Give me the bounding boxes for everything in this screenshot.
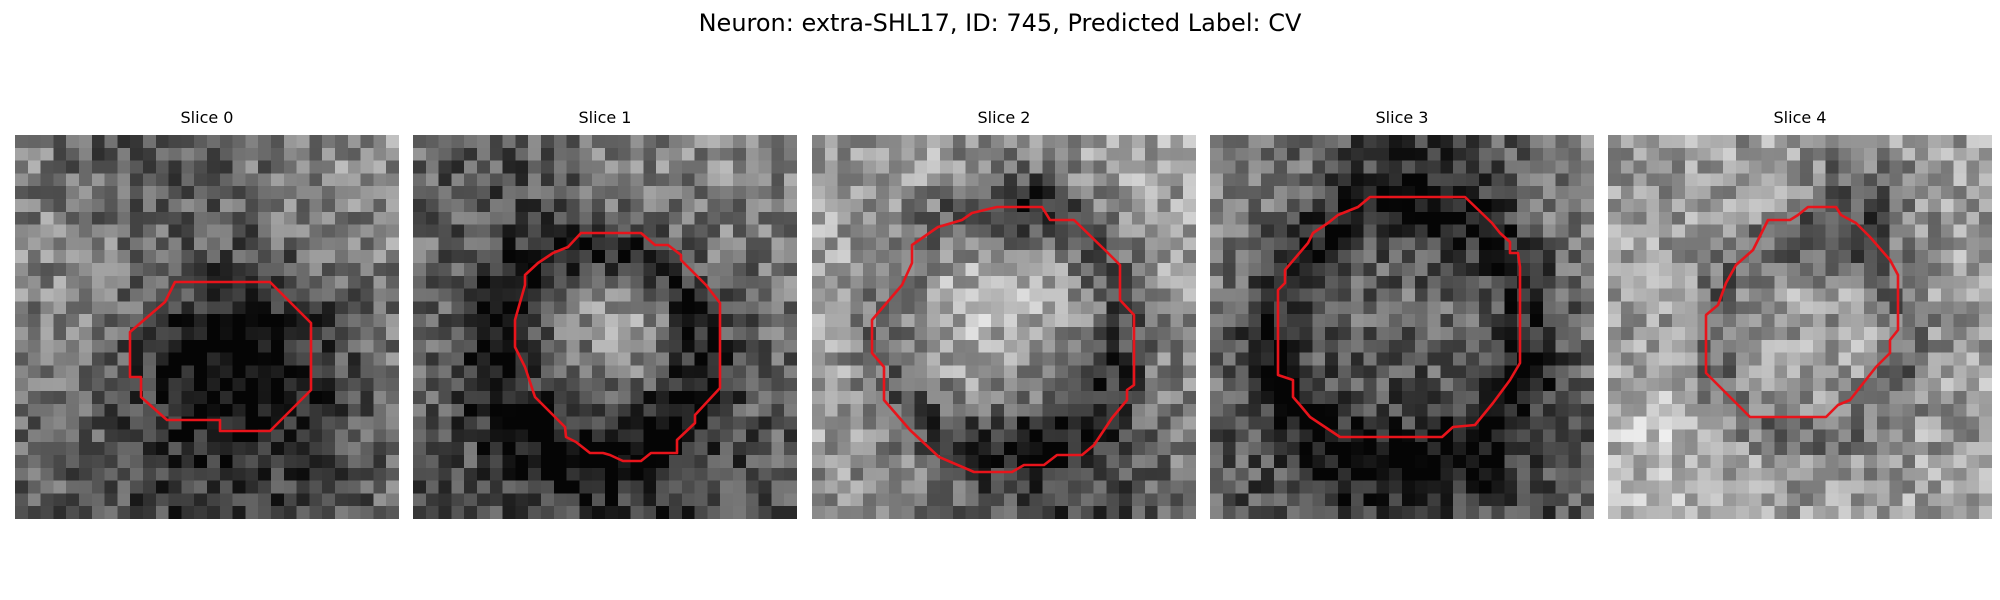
slice-title-1: Slice 1 bbox=[578, 108, 632, 127]
slice-title-4: Slice 4 bbox=[1773, 108, 1827, 127]
vesicle-contour-0 bbox=[128, 280, 313, 433]
slice-contour-overlay-3 bbox=[1276, 195, 1522, 439]
slice-image-4 bbox=[1608, 135, 1992, 519]
slice-title-3: Slice 3 bbox=[1375, 108, 1429, 127]
slice-title-0: Slice 0 bbox=[180, 108, 234, 127]
slice-contour-overlay-2 bbox=[870, 205, 1136, 474]
slice-panel-2: Slice 2 bbox=[812, 108, 1196, 519]
slice-image-0 bbox=[15, 135, 399, 519]
slice-panel-1: Slice 1 bbox=[413, 108, 797, 519]
vesicle-contour-4 bbox=[1704, 205, 1900, 419]
slice-image-2 bbox=[812, 135, 1196, 519]
slice-contour-overlay-4 bbox=[1704, 205, 1900, 419]
slice-image-3 bbox=[1210, 135, 1594, 519]
slice-panel-3: Slice 3 bbox=[1210, 108, 1594, 519]
vesicle-contour-3 bbox=[1276, 195, 1522, 439]
slice-panel-4: Slice 4 bbox=[1608, 108, 1992, 519]
slice-image-1 bbox=[413, 135, 797, 519]
slice-title-2: Slice 2 bbox=[977, 108, 1031, 127]
figure-title: Neuron: extra-SHL17, ID: 745, Predicted … bbox=[698, 9, 1302, 37]
slice-contour-overlay-1 bbox=[513, 231, 722, 463]
vesicle-contour-2 bbox=[870, 205, 1136, 474]
slice-contour-overlay-0 bbox=[128, 280, 313, 433]
vesicle-contour-1 bbox=[513, 231, 722, 463]
slice-panel-0: Slice 0 bbox=[15, 108, 399, 519]
